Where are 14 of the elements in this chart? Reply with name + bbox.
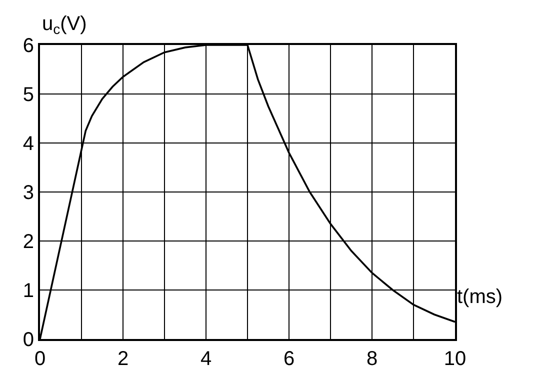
y-tick-label: 5	[22, 84, 34, 106]
y-tick-label: 1	[22, 280, 34, 302]
x-axis-title: t(ms)	[457, 286, 503, 308]
x-tick-label: 8	[366, 348, 378, 370]
y-tick-label: 4	[22, 133, 34, 155]
x-tick-label: 6	[283, 348, 295, 370]
y-tick-label: 0	[22, 329, 34, 351]
y-tick-label: 2	[22, 231, 34, 253]
x-tick-label: 4	[200, 348, 212, 370]
x-tick-label: 2	[117, 348, 129, 370]
y-tick-label: 6	[22, 35, 34, 57]
x-tick-label: 10	[444, 348, 466, 370]
y-tick-label: 3	[22, 182, 34, 204]
y-axis-title: u$_{c}$(V)	[42, 13, 87, 38]
